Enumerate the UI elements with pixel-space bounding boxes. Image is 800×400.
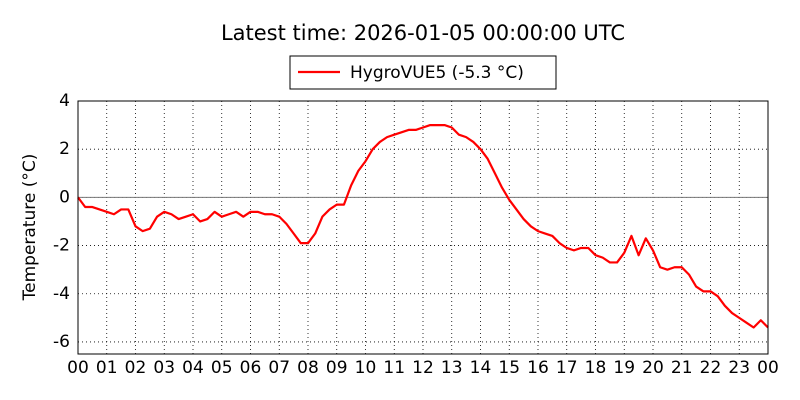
x-tick-label: 11 (383, 358, 405, 378)
x-tick-label: 05 (211, 358, 233, 378)
x-tick-label: 13 (441, 358, 463, 378)
x-tick-label: 22 (700, 358, 722, 378)
x-tick-label: 07 (268, 358, 290, 378)
x-tick-label: 21 (671, 358, 693, 378)
x-tick-label: 14 (470, 358, 492, 378)
x-tick-label: 23 (728, 358, 750, 378)
plot-area (78, 101, 768, 354)
legend-label: HygroVUE5 (-5.3 °C) (350, 63, 524, 83)
x-tick-label: 08 (297, 358, 319, 378)
x-tick-label: 20 (642, 358, 664, 378)
y-tick-label: 2 (59, 139, 70, 159)
y-tick-label: -4 (53, 284, 70, 304)
x-tick-label: 04 (182, 358, 204, 378)
x-tick-label: 03 (153, 358, 175, 378)
x-tick-label: 06 (240, 358, 262, 378)
y-tick-label: -2 (53, 236, 70, 256)
y-tick-label: 4 (59, 91, 70, 111)
x-tick-label: 17 (556, 358, 578, 378)
y-tick-label: 0 (59, 187, 70, 207)
x-tick-label: 00 (67, 358, 89, 378)
x-tick-label: 12 (412, 358, 434, 378)
x-tick-label: 18 (585, 358, 607, 378)
x-tick-label: 09 (326, 358, 348, 378)
chart-title: Latest time: 2026-01-05 00:00:00 UTC (221, 21, 625, 45)
plot-frame (77, 100, 769, 355)
x-tick-label: 19 (613, 358, 635, 378)
x-tick-label: 15 (498, 358, 520, 378)
x-tick-label: 01 (96, 358, 118, 378)
x-tick-label: 10 (355, 358, 377, 378)
y-tick-label: -6 (53, 332, 70, 352)
x-tick-label: 16 (527, 358, 549, 378)
x-tick-label: 02 (125, 358, 147, 378)
y-axis-label: Temperature (°C) (20, 154, 40, 302)
line-series (77, 123, 769, 329)
x-tick-label: 00 (757, 358, 779, 378)
